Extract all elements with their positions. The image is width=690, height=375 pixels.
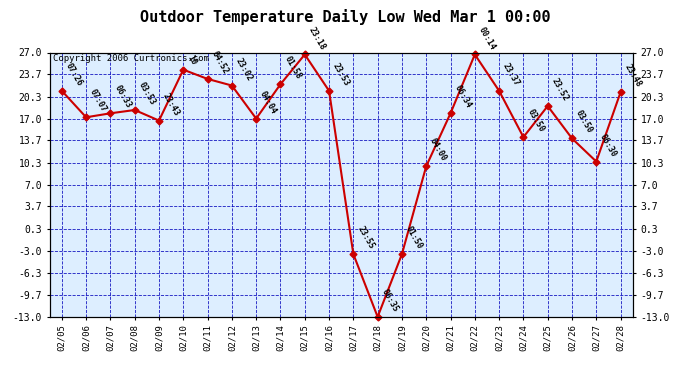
Text: 07:07: 07:07 [88,88,108,114]
Text: 06:35: 06:35 [380,287,400,314]
Text: 03:50: 03:50 [525,108,546,134]
Text: Outdoor Temperature Daily Low Wed Mar 1 00:00: Outdoor Temperature Daily Low Wed Mar 1 … [139,9,551,26]
Text: 01:50: 01:50 [404,225,424,251]
Text: 06:33: 06:33 [112,84,132,110]
Text: 07:26: 07:26 [63,62,84,87]
Text: 06:34: 06:34 [453,84,473,110]
Text: 23:18: 23:18 [307,25,327,51]
Text: 04:52: 04:52 [210,50,230,76]
Text: Copyright 2006 Curtronics.com: Copyright 2006 Curtronics.com [52,54,208,63]
Text: 10: 10 [185,53,198,66]
Text: 23:53: 23:53 [331,62,351,87]
Text: 04:00: 04:00 [428,137,448,163]
Text: 00:14: 00:14 [477,25,497,51]
Text: 23:48: 23:48 [622,63,643,89]
Text: 23:55: 23:55 [355,225,375,251]
Text: 04:04: 04:04 [258,89,278,115]
Text: 23:37: 23:37 [501,62,522,87]
Text: 23:02: 23:02 [234,56,254,82]
Text: 03:53: 03:53 [137,81,157,107]
Text: 23:52: 23:52 [550,76,570,103]
Text: 06:30: 06:30 [598,132,618,158]
Text: 01:58: 01:58 [282,55,303,81]
Text: 03:50: 03:50 [574,109,594,135]
Text: 23:43: 23:43 [161,91,181,117]
